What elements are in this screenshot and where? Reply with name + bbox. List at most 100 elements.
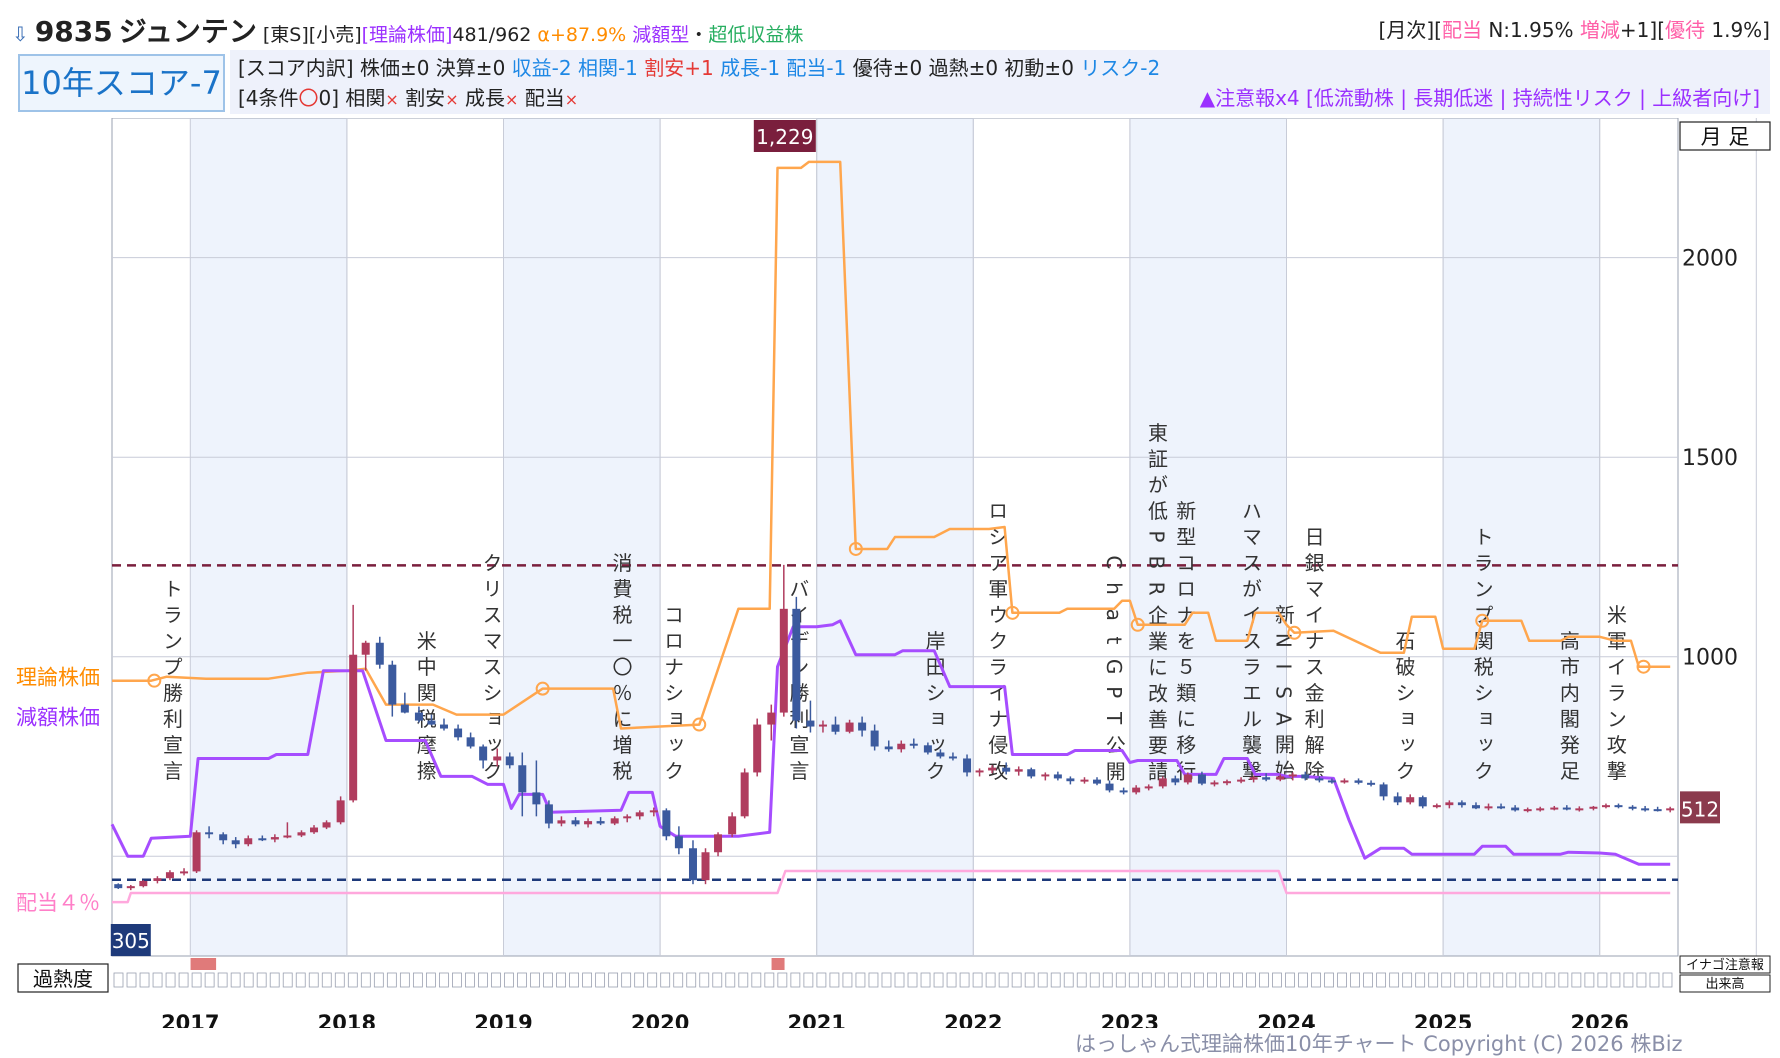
event-label-char: ク [985,630,1009,650]
candle-up [153,878,162,881]
overheat-cell [113,972,124,988]
condition-item: 割安 [398,86,446,110]
overheat-cell [1454,972,1465,988]
inago-label: イナゴ注意報 [1686,957,1764,973]
candle-down [1119,790,1128,793]
overheat-cell [1467,972,1478,988]
candle-up [740,772,749,817]
event-label-char: シ [985,526,1009,546]
candle-down [466,737,475,747]
x-tick-label: 2017 [161,1011,219,1028]
overheat-cell [373,972,384,988]
event-label-char: ク [1392,760,1416,780]
candle-down [596,821,605,824]
candle-up [818,724,827,727]
candle-up [1183,774,1192,783]
condition-x-icon: × [445,90,459,109]
event-label-char: プ [160,656,184,676]
candle-up [361,642,370,655]
overheat-cell [334,972,345,988]
inago-label-box [1679,955,1771,974]
candle-up [1158,778,1167,787]
overheat-cell [1389,972,1400,988]
event-label-char: 摩 [413,734,437,755]
candle-up [1014,769,1023,772]
candle-down [1511,807,1520,811]
overheat-cell [360,972,371,988]
candle-up [1288,774,1297,777]
candle-down [792,608,801,721]
overheat-cell [1519,972,1530,988]
x-tick-label: 2018 [318,1011,376,1028]
candle-up [753,724,762,773]
theory-marker [848,541,863,556]
event-label-char: 移 [1173,734,1197,754]
market-tag: [東S][小売] [262,24,362,46]
overheat-cell [608,972,619,988]
plot-frame [111,118,1679,957]
dividend-label: 配当 [1441,18,1482,42]
warning-tags: [低流動株 | 長期低迷 | 持続性リスク | 上級者向け] [1306,86,1760,110]
overheat-cell [165,972,176,988]
volume-label: 出来高 [1705,976,1744,992]
event-label-char: ウ [985,604,1009,624]
candle-up [767,712,776,725]
event-label-char: 証 [1145,448,1169,468]
overheat-cell [1636,972,1647,988]
event-label-char: A [1271,712,1295,726]
score-item: リスク-2 [1073,56,1161,80]
type-label-2: 超低収益株 [708,24,804,46]
candle-up [180,871,189,874]
overheat-cell [569,972,579,988]
overheat-label-box [17,963,109,993]
candle-up [1445,802,1454,806]
theory-marker [692,717,707,732]
overheat-cell [139,972,150,988]
overheat-cell [1480,972,1491,988]
event-label-char: 増 [609,734,633,754]
event-label-char: 軍 [985,578,1009,598]
overheat-cell [764,972,775,988]
x-tick-label: 2025 [1414,1011,1472,1028]
overheat-cell [1037,972,1048,988]
candle-down [1497,806,1506,809]
event-label: ロシア軍ウクライナ侵攻 [985,500,1009,780]
overheat-cell [1298,972,1308,988]
overheat-cell [1102,972,1113,988]
event-label-char: 宣 [786,734,810,754]
event-label-char: 中 [413,656,437,676]
candle-down [114,884,123,889]
candle-down [1418,797,1427,807]
candle-down [1053,774,1062,779]
candle-up [1041,774,1050,777]
candle-down [1354,780,1363,783]
overheat-cell [347,972,358,988]
overheat-cell [386,972,397,988]
event-label-char: ナ [661,656,685,676]
overheat-cell [1363,972,1373,988]
overheat-cell [425,972,436,988]
event-label-char: 税 [609,760,633,780]
candle-down [662,810,671,837]
reduced-price-line [110,619,1671,866]
overheat-cell [1324,972,1334,988]
overheat-cell [1011,972,1022,988]
candle-up [1080,779,1089,782]
overheat-cell [1649,972,1660,988]
candle-down [1393,796,1402,803]
overheat-cell [803,972,814,988]
theory-marker [1287,625,1302,640]
condition-item: 相関 [345,86,386,110]
candle-down [1171,778,1180,783]
overheat-cell [452,972,462,988]
candle-up [322,822,331,828]
overheat-cell [1050,972,1061,988]
overheat-cell [1376,972,1387,988]
event-label-char: が [1145,474,1169,494]
event-label-char: P [1102,686,1126,698]
candle-down [1315,778,1324,781]
overheat-label: 過熱度 [33,967,93,991]
candle-up [1523,809,1532,812]
conditions-row: [4条件〇0] 相関× 割安× 成長× 配当× [238,82,578,111]
candle-down [1614,805,1623,808]
